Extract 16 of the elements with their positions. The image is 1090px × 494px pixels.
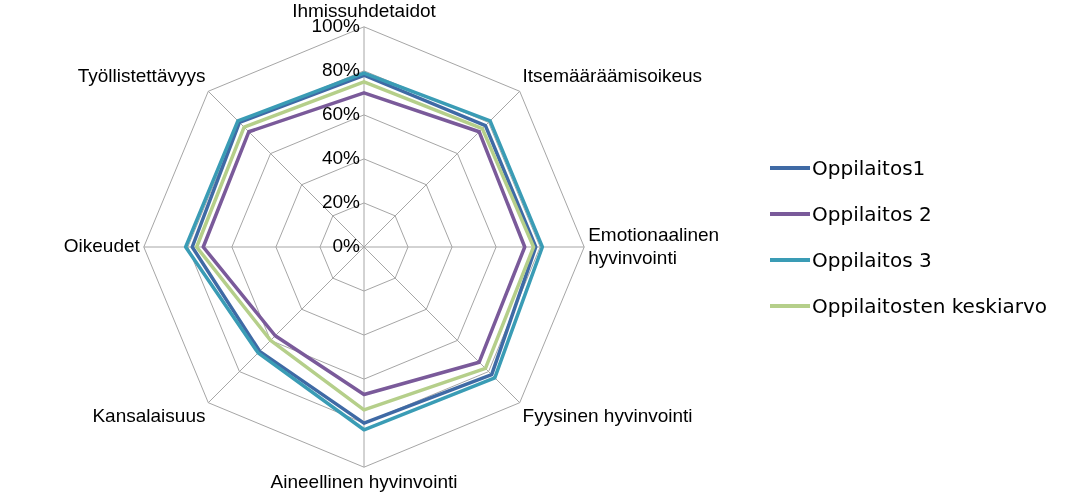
legend-label: Oppilaitos1 bbox=[812, 156, 926, 180]
spoke-label: Itsemääräämisoikeus bbox=[522, 65, 703, 87]
y-tick-label: 80% bbox=[321, 59, 361, 81]
y-tick-label: 40% bbox=[321, 147, 361, 169]
spoke-label: Emotionaalinen hyvinvointi bbox=[588, 223, 720, 268]
spoke-label: Työllistettävyys bbox=[77, 65, 206, 87]
spoke-label: Aineellinen hyvinvointi bbox=[270, 470, 458, 492]
legend-label: Oppilaitos 2 bbox=[812, 202, 932, 226]
y-tick-label: 0% bbox=[332, 235, 361, 257]
y-tick-label: 60% bbox=[321, 103, 361, 125]
spoke-label: Kansalaisuus bbox=[92, 405, 206, 427]
spoke-label: Fyysinen hyvinvointi bbox=[522, 405, 693, 427]
spoke-label: Oikeudet bbox=[63, 235, 141, 257]
legend-label: Oppilaitos 3 bbox=[812, 248, 932, 272]
legend-label: Oppilaitosten keskiarvo bbox=[812, 294, 1048, 318]
y-tick-label: 20% bbox=[321, 191, 361, 213]
